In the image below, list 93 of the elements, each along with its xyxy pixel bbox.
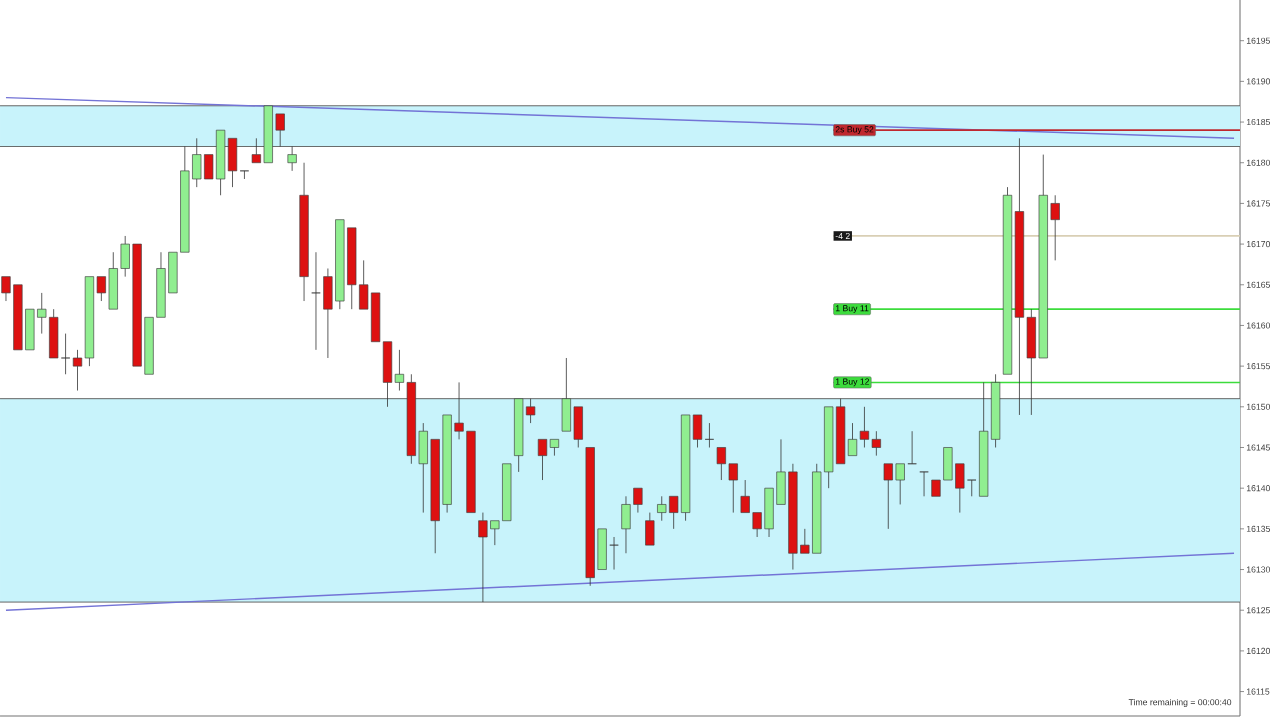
candlestick bbox=[156, 251, 166, 318]
candlestick bbox=[442, 414, 452, 513]
candlestick bbox=[728, 463, 738, 513]
candlestick bbox=[382, 341, 393, 408]
candlestick bbox=[525, 398, 536, 424]
y-tick-label: 16185 bbox=[1246, 118, 1270, 126]
candlestick bbox=[251, 137, 261, 164]
candlestick bbox=[406, 373, 416, 465]
candlestick bbox=[359, 259, 369, 310]
candlestick bbox=[764, 487, 774, 538]
ref-line-label: 1 Buy 11 bbox=[835, 305, 869, 314]
candlestick bbox=[990, 373, 1001, 448]
candlestick bbox=[394, 349, 405, 391]
y-tick-label: 16180 bbox=[1246, 159, 1271, 166]
candlestick bbox=[883, 463, 893, 530]
candlestick bbox=[49, 308, 59, 359]
candlestick bbox=[585, 447, 595, 587]
candlestick bbox=[335, 219, 345, 310]
candlestick bbox=[800, 528, 810, 554]
candlestick bbox=[72, 349, 83, 391]
y-tick-label: 16160 bbox=[1246, 322, 1271, 329]
candlestick bbox=[37, 292, 47, 334]
candlestick bbox=[1014, 137, 1025, 416]
candlestick bbox=[549, 439, 560, 457]
candlestick bbox=[859, 406, 870, 448]
candlestick bbox=[979, 382, 989, 497]
candlestick bbox=[776, 438, 786, 505]
y-tick-label: 16165 bbox=[1246, 281, 1270, 288]
candlestick bbox=[514, 398, 524, 473]
candlestick bbox=[1, 276, 11, 302]
y-tick-label: 16135 bbox=[1246, 525, 1270, 532]
candlestick bbox=[657, 495, 667, 522]
candlestick bbox=[871, 430, 881, 457]
candlestick bbox=[895, 463, 905, 505]
candlestick bbox=[108, 251, 118, 310]
candlestick bbox=[287, 146, 297, 172]
y-tick-label: 16175 bbox=[1246, 200, 1270, 207]
candlestick bbox=[1026, 308, 1036, 416]
candlestick bbox=[561, 357, 571, 432]
candlestick bbox=[967, 479, 977, 497]
candlestick bbox=[788, 463, 798, 570]
candlestick bbox=[60, 333, 71, 375]
candlestick bbox=[192, 137, 202, 188]
candlestick bbox=[645, 512, 655, 546]
y-tick-label: 16115 bbox=[1246, 688, 1270, 695]
candlestick bbox=[1002, 186, 1013, 375]
candlestick bbox=[537, 439, 548, 481]
y-tick-label: 16150 bbox=[1246, 403, 1271, 410]
y-tick-label: 16190 bbox=[1246, 78, 1271, 85]
y-tick-label: 16155 bbox=[1246, 363, 1270, 370]
candlestick bbox=[740, 479, 750, 513]
candlestick bbox=[418, 422, 428, 513]
candlestick bbox=[812, 463, 822, 554]
candlestick bbox=[716, 447, 726, 481]
y-tick-label: 16170 bbox=[1246, 241, 1271, 248]
annotation: Time remaining = 00:00:40 bbox=[1128, 698, 1232, 707]
candlestick bbox=[955, 463, 965, 513]
candlestick bbox=[323, 268, 333, 359]
candlestick bbox=[1038, 154, 1048, 359]
candlestick bbox=[478, 512, 488, 603]
candlestick bbox=[180, 146, 190, 253]
candlestick bbox=[299, 162, 309, 302]
candlestick bbox=[490, 520, 500, 546]
candlestick bbox=[215, 129, 226, 196]
ref-line-label: 2s Buy 52 bbox=[835, 126, 874, 135]
candlestick bbox=[692, 414, 703, 448]
y-tick-label: 16130 bbox=[1246, 566, 1271, 573]
candlestick bbox=[275, 113, 285, 147]
candlestick bbox=[847, 422, 858, 456]
candlestick bbox=[680, 414, 691, 522]
annotation: -4 2 bbox=[835, 232, 850, 239]
candlestick bbox=[347, 227, 357, 310]
ref-line-label: 1 Buy 12 bbox=[835, 378, 870, 387]
y-tick-label: 16125 bbox=[1246, 607, 1270, 614]
candlestick bbox=[430, 439, 440, 554]
candlestick bbox=[621, 495, 631, 554]
y-tick-label: 16145 bbox=[1246, 444, 1270, 451]
y-tick-label: 16140 bbox=[1246, 485, 1271, 492]
y-tick-label: 16195 bbox=[1246, 37, 1270, 44]
candlestick bbox=[96, 276, 106, 302]
candlestick bbox=[752, 512, 762, 538]
candlestick bbox=[239, 170, 250, 180]
candlestick bbox=[573, 406, 583, 448]
candlestick bbox=[227, 137, 238, 188]
candlestick bbox=[84, 276, 95, 367]
candlestick bbox=[454, 382, 464, 440]
candlestick bbox=[1050, 194, 1060, 261]
candlestick bbox=[120, 235, 130, 278]
candlestick bbox=[669, 495, 679, 530]
candlestick bbox=[835, 398, 846, 465]
y-tick-label: 16120 bbox=[1246, 647, 1271, 654]
candlestick bbox=[824, 406, 834, 489]
candlestick bbox=[633, 487, 643, 513]
